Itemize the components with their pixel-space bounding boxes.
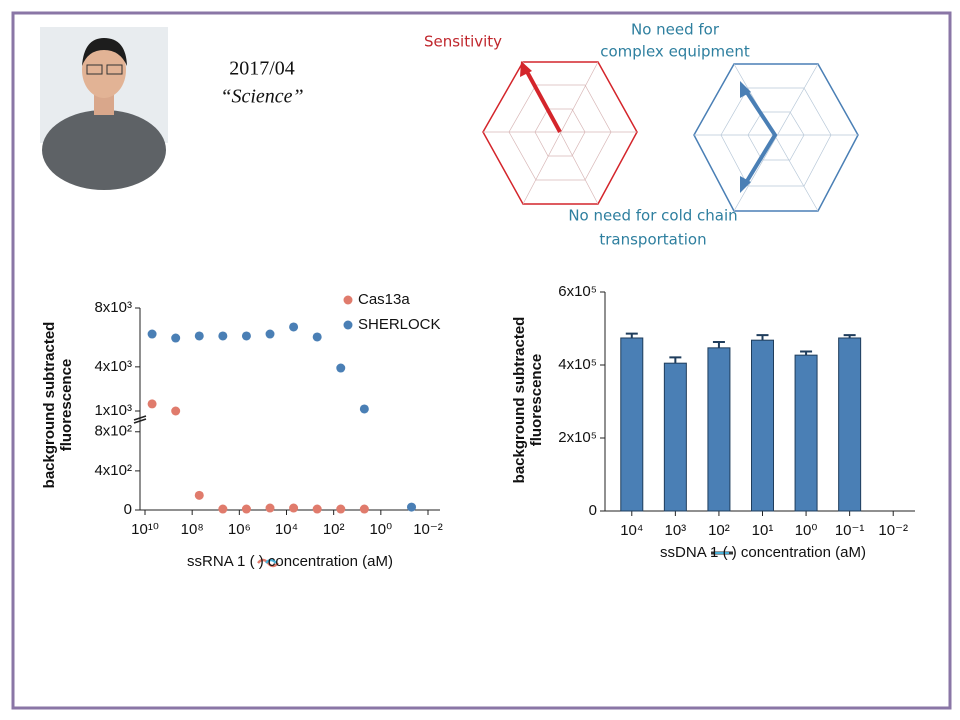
data-point [194,490,204,500]
x-tick-label: 10¹ [752,522,774,539]
radar-label: No need for cold chain [568,207,737,225]
data-point [289,503,299,513]
legend-marker [343,320,353,330]
data-point [289,322,299,332]
date: 2017/04 [229,58,295,80]
y-tick-label: 1x10³ [94,402,132,419]
data-point [147,399,157,409]
y-tick-label: 0 [589,502,597,519]
data-point [336,504,346,514]
y-tick-label: 4x10² [94,462,132,479]
axis-break [133,415,147,421]
axis-break [133,418,147,424]
bar [620,337,644,512]
bar [838,337,862,512]
data-point [171,406,181,416]
legend-label: Cas13a [358,291,410,308]
bar [707,347,731,512]
data-point [407,502,417,512]
radar-label: complex equipment [600,43,750,61]
y-tick-label: 8x10³ [94,299,132,316]
data-point [359,504,369,514]
error-bar [712,341,725,348]
radar-red [482,61,638,205]
x-axis-title: ssDNA 1 ( ) concentration (aM) [660,544,866,561]
error-bar [669,356,682,364]
radar-label: transportation [599,231,706,249]
data-point [265,503,275,513]
squiggle-icon [257,551,733,568]
y-tick-label: 6x10⁵ [558,283,597,300]
x-tick-label: 10⁸ [181,521,204,538]
x-tick-label: 10⁰ [369,521,392,538]
error-bar [800,350,813,356]
data-point [265,329,275,339]
x-axis-title: ssRNA 1 ( ) concentration (aM) [187,553,393,570]
radar-label: No need for [631,21,720,39]
x-tick-label: 10³ [665,522,687,539]
radar-label: Sensitivity [424,33,502,51]
data-point [336,363,346,373]
radar-blue [693,63,859,212]
data-point [147,329,157,339]
y-axis-title: background subtracted [511,317,528,484]
bar [663,362,687,512]
bar [794,354,818,512]
x-tick-label: 10⁰ [795,522,818,539]
data-point [171,333,181,343]
x-tick-label: 10⁴ [275,521,298,538]
x-tick-label: 10⁻¹ [835,522,865,539]
bar [751,339,774,512]
data-point [312,332,322,342]
x-tick-label: 10⁴ [620,522,643,539]
photo [40,27,168,190]
x-tick-label: 10¹⁰ [131,521,159,538]
y-tick-label: 2x10⁵ [558,429,597,446]
y-tick-label: 0 [124,501,132,518]
frame [11,11,952,710]
data-point [241,504,251,514]
data-point [194,331,204,341]
data-point [218,504,228,514]
x-tick-label: 10⁻² [413,521,443,538]
data-point [359,404,369,414]
error-bar [756,334,769,341]
y-tick-label: 4x10⁵ [558,356,597,373]
x-tick-label: 10⁻² [878,522,908,539]
error-bar [625,332,638,338]
y-axis-title: fluorescence [58,359,75,452]
legend-label: SHERLOCK [358,316,441,333]
data-point [218,331,228,341]
y-axis-title: background subtracted [41,322,58,489]
x-tick-label: 10² [708,522,730,539]
data-point [241,331,251,341]
journal: “Science” [220,86,303,108]
y-axis-title: fluorescence [528,354,545,447]
y-tick-label: 8x10² [94,423,132,440]
x-tick-label: 10⁶ [228,521,251,538]
data-point [312,504,322,514]
error-bar [843,334,856,338]
x-tick-label: 10² [323,521,345,538]
legend-marker [343,295,353,305]
y-tick-label: 4x10³ [94,358,132,375]
